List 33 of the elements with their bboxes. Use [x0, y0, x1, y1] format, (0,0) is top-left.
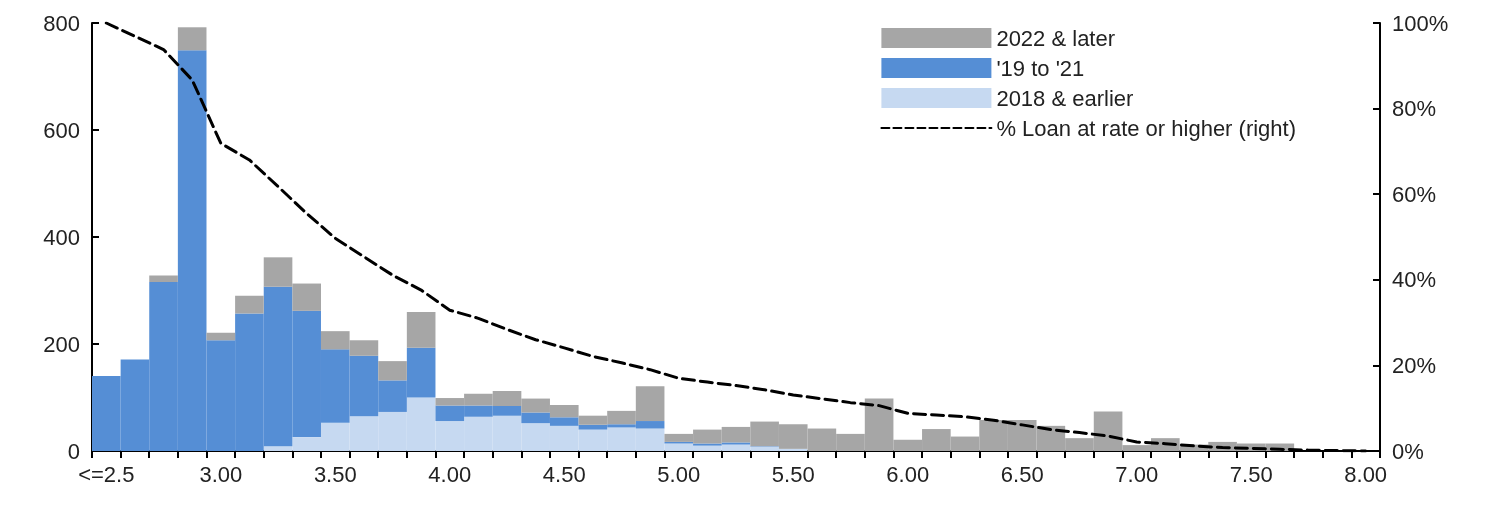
y-tick-label: 600 [43, 117, 80, 143]
x-tick-label: 6.00 [886, 461, 930, 487]
x-tick-label: 6.50 [1000, 461, 1044, 487]
y-tick-label: 800 [43, 10, 80, 36]
y2-tick-label: 80% [1392, 96, 1437, 122]
y2-tick-label: 100% [1392, 10, 1449, 36]
x-tick-label: 8.00 [1344, 461, 1388, 487]
legend-label: 2022 & later [996, 25, 1116, 51]
y2-tick-label: 40% [1392, 267, 1437, 293]
legend-label: % Loan at rate or higher (right) [996, 115, 1297, 141]
y2-tick-label: 20% [1392, 352, 1437, 378]
bar [406, 311, 436, 348]
y-tick-label: 0 [67, 438, 80, 464]
x-tick-label: 7.00 [1115, 461, 1159, 487]
x-tick-label: 3.50 [313, 461, 357, 487]
bar [149, 275, 178, 282]
bar [378, 361, 407, 381]
y2-tick-label: 0% [1392, 438, 1424, 464]
bar [177, 27, 207, 51]
x-tick-label: 5.50 [771, 461, 815, 487]
x-tick-label: 4.00 [428, 461, 472, 487]
legend-label: '19 to '21 [996, 55, 1085, 81]
bar [235, 295, 264, 314]
x-tick-label: 4.50 [542, 461, 586, 487]
y2-tick-label: 60% [1392, 181, 1437, 207]
y-tick-label: 200 [43, 331, 80, 357]
bar [206, 332, 236, 341]
x-tick-label: <=2.5 [78, 461, 135, 487]
x-tick-label: 7.50 [1229, 461, 1273, 487]
x-tick-label: 3.00 [199, 461, 243, 487]
x-tick-label: 5.00 [657, 461, 701, 487]
y-tick-label: 400 [43, 224, 80, 250]
legend-label: 2018 & earlier [996, 85, 1134, 111]
